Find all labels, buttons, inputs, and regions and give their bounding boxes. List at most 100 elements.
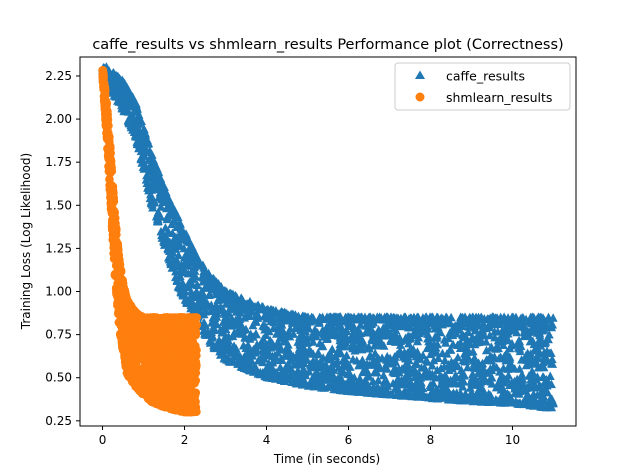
data-point-caffe [349, 312, 359, 322]
data-point-shmlearn [144, 331, 154, 340]
data-point-shmlearn [165, 355, 174, 365]
data-point-shmlearn [183, 407, 193, 416]
data-point-caffe [162, 194, 172, 204]
data-point-shmlearn [190, 315, 199, 325]
data-point-caffe [379, 370, 389, 380]
data-point-caffe [274, 319, 284, 328]
data-point-caffe [521, 360, 531, 370]
data-point-caffe [373, 375, 383, 385]
data-point-shmlearn [190, 348, 200, 357]
data-point-caffe [301, 370, 311, 380]
data-point-caffe [326, 353, 336, 363]
data-point-caffe [413, 321, 423, 330]
data-point-caffe [137, 134, 147, 143]
data-point-caffe [193, 292, 203, 301]
data-point-shmlearn [187, 323, 197, 333]
data-point-shmlearn [183, 317, 192, 326]
data-point-caffe [253, 356, 263, 365]
data-point-caffe [539, 347, 549, 357]
data-point-caffe [548, 359, 558, 368]
data-point-caffe [515, 346, 525, 356]
data-point-caffe [537, 396, 547, 406]
data-point-caffe [507, 323, 517, 332]
data-point-caffe [381, 320, 391, 329]
data-point-caffe [207, 318, 217, 327]
data-point-caffe [273, 340, 283, 349]
data-point-caffe [465, 339, 475, 349]
data-point-caffe [459, 332, 469, 342]
data-point-caffe [227, 313, 237, 323]
y-axis-title: Training Loss (Log Likelihood) [19, 153, 33, 330]
data-point-caffe [293, 311, 303, 320]
data-point-caffe [324, 312, 334, 322]
data-point-caffe [289, 369, 299, 378]
data-point-caffe [213, 295, 223, 304]
data-point-shmlearn [118, 345, 128, 354]
data-point-caffe [154, 193, 164, 202]
data-point-caffe [493, 380, 503, 390]
data-point-caffe [287, 312, 297, 322]
data-point-shmlearn [107, 224, 117, 234]
data-point-caffe [536, 382, 546, 392]
data-point-caffe [547, 402, 557, 412]
data-point-caffe [477, 325, 487, 334]
data-point-caffe [405, 344, 415, 354]
data-point-caffe [494, 317, 504, 327]
data-point-caffe [222, 333, 232, 342]
data-point-caffe [192, 280, 202, 290]
data-point-caffe [339, 383, 349, 392]
data-point-caffe [180, 266, 190, 276]
y-tick-label: 1.25 [45, 241, 72, 255]
data-point-caffe [122, 82, 132, 92]
data-point-caffe [245, 334, 255, 343]
series-caffe_results [98, 62, 558, 412]
data-point-caffe [453, 340, 463, 350]
x-tick-label: 0 [99, 433, 107, 447]
data-point-caffe [406, 332, 416, 342]
data-point-caffe [422, 343, 432, 353]
data-point-caffe [454, 317, 464, 326]
data-point-caffe [258, 345, 268, 354]
data-point-caffe [439, 361, 449, 371]
data-point-caffe [299, 378, 309, 388]
data-point-caffe [489, 361, 499, 371]
data-point-caffe [299, 364, 309, 373]
data-point-shmlearn [115, 255, 124, 265]
data-point-shmlearn [124, 324, 134, 334]
data-point-shmlearn [191, 330, 201, 340]
data-point-caffe [350, 386, 360, 395]
data-point-caffe [498, 390, 508, 399]
data-point-caffe [415, 354, 425, 363]
data-point-caffe [172, 256, 182, 265]
legend-box [394, 62, 571, 111]
data-point-caffe [376, 340, 386, 350]
plot-frame [79, 56, 577, 427]
data-point-caffe [378, 382, 388, 391]
data-point-caffe [394, 321, 404, 330]
data-point-caffe [403, 387, 413, 396]
data-point-shmlearn [190, 391, 200, 400]
data-point-caffe [224, 304, 234, 314]
data-point-caffe [132, 137, 142, 146]
legend: caffe_results shmlearn_results [394, 62, 571, 111]
data-point-caffe [406, 313, 416, 322]
data-point-caffe [264, 326, 274, 335]
data-point-caffe [215, 325, 225, 334]
data-point-caffe [290, 353, 300, 363]
data-point-caffe [178, 283, 188, 293]
data-point-caffe [307, 375, 317, 384]
data-point-caffe [245, 365, 255, 374]
data-point-caffe [403, 351, 413, 360]
data-point-caffe [315, 312, 325, 322]
data-point-shmlearn [145, 346, 155, 355]
data-point-caffe [386, 335, 396, 344]
data-point-caffe [536, 312, 546, 322]
data-point-caffe [363, 372, 373, 381]
x-tick-label: 2 [181, 433, 189, 447]
data-point-caffe [412, 380, 422, 390]
data-point-shmlearn [105, 138, 114, 147]
data-point-caffe [365, 351, 375, 361]
data-point-caffe [261, 305, 271, 314]
data-point-caffe [200, 298, 210, 307]
data-point-caffe [492, 396, 502, 405]
